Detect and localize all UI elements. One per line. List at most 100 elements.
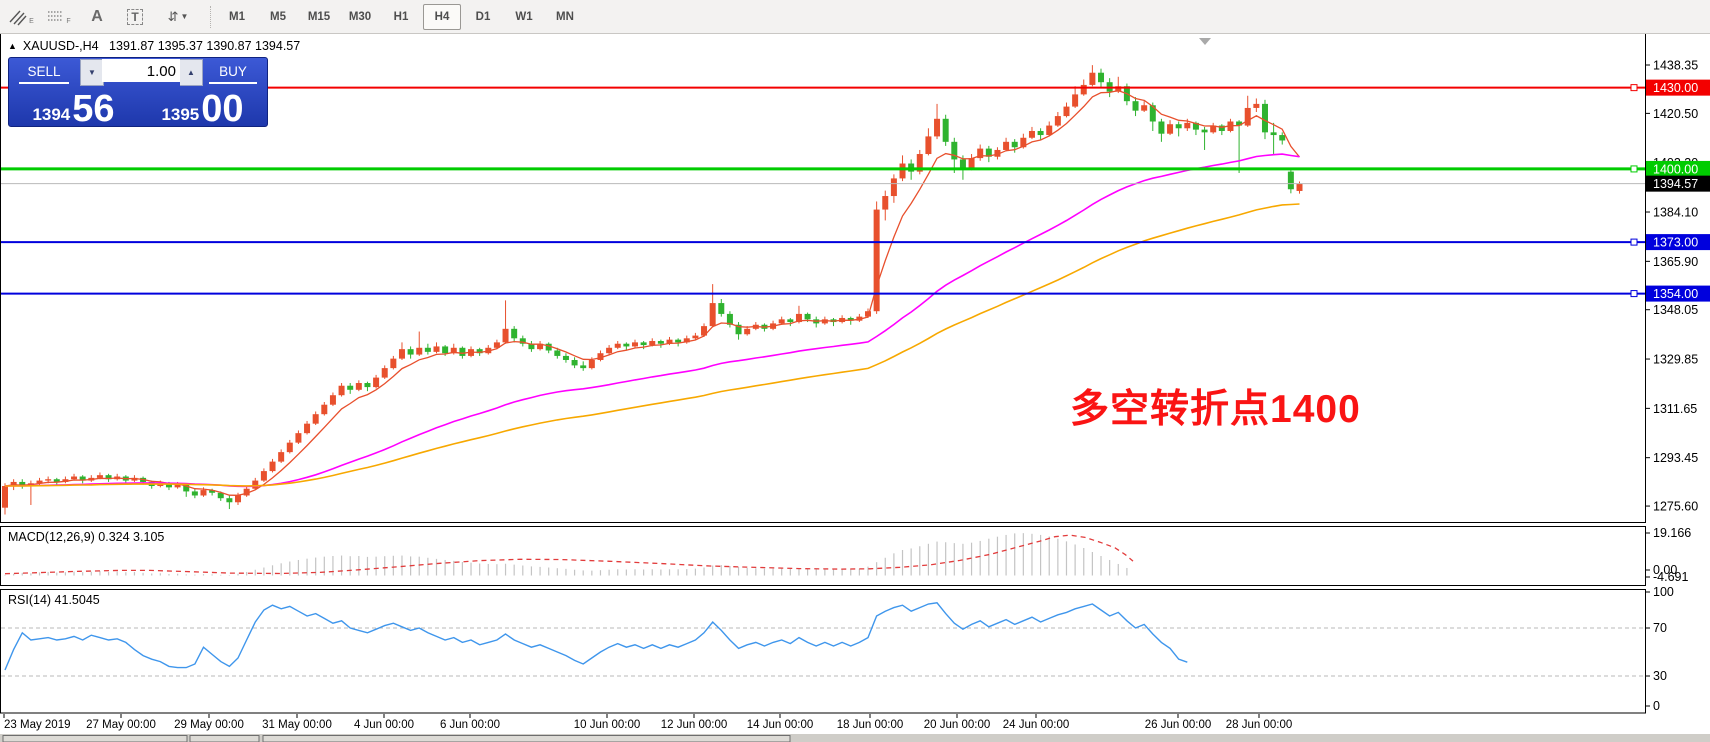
candle: [338, 383, 345, 397]
candle-body: [562, 355, 569, 360]
volume-decrease-button[interactable]: ▼: [80, 59, 104, 86]
candle: [424, 343, 431, 355]
level-drag-handle[interactable]: [1630, 84, 1638, 92]
level-drag-handle[interactable]: [1630, 238, 1638, 246]
candle-body: [329, 395, 336, 405]
buy-button[interactable]: BUY: [201, 58, 265, 85]
candle-body: [1236, 121, 1243, 126]
candle: [977, 144, 984, 161]
candle: [778, 316, 785, 325]
macd-axis-label: -4.691: [1653, 570, 1688, 584]
candle: [519, 335, 526, 347]
candle-body: [1003, 141, 1010, 150]
macd-signal-line: [4, 534, 1134, 575]
candle-body: [226, 498, 233, 503]
candle: [407, 346, 414, 359]
candle-body: [1020, 137, 1027, 148]
candle: [554, 347, 561, 359]
candle: [1201, 126, 1208, 150]
candle-body: [899, 163, 906, 179]
level-drag-handle[interactable]: [1630, 165, 1638, 173]
candle-body: [407, 349, 414, 355]
price-axis-label: 1275.60: [1653, 500, 1698, 514]
tf-button-W1[interactable]: W1: [515, 10, 533, 23]
candle-body: [744, 328, 751, 335]
candle-body: [821, 319, 828, 324]
buy-price-display[interactable]: 1395 00: [140, 87, 265, 128]
volume-increase-button[interactable]: ▲: [180, 59, 203, 86]
candle: [709, 284, 716, 328]
candle-body: [493, 342, 500, 348]
taskbar-segment[interactable]: [189, 735, 260, 742]
crosshair-channel-icon[interactable]: E: [4, 3, 38, 31]
candle-body: [795, 313, 802, 323]
toolbar-separator: [210, 5, 212, 28]
taskbar-segment[interactable]: [2, 735, 188, 742]
level-price-badge: [1646, 79, 1710, 96]
candle-body: [985, 148, 992, 157]
rsi-axis-label: 30: [1653, 669, 1667, 683]
tf-button-M30[interactable]: M30: [348, 10, 372, 23]
time-axis-label: 28 Jun 00:00: [1226, 719, 1293, 731]
candle-body: [71, 476, 78, 480]
text-label-icon[interactable]: T: [118, 3, 152, 31]
tf-button-M5[interactable]: M5: [270, 10, 286, 23]
symbol-collapse-arrow-icon[interactable]: ▲: [8, 41, 17, 51]
tf-button-D1[interactable]: D1: [475, 10, 491, 23]
candle: [1244, 95, 1251, 127]
volume-input[interactable]: [102, 59, 180, 82]
macd-axis-label: 0.00: [1653, 563, 1677, 577]
tf-button-M15[interactable]: M15: [307, 10, 331, 23]
top-toolbar: E F A T ⇵ ▼ M1 M5 M15 M30 H1 H4 D1 W1 MN: [0, 0, 1710, 34]
macd-axis-label: 19.166: [1653, 526, 1691, 540]
bottom-tab-strip: [0, 734, 1710, 742]
time-axis-label: 20 Jun 00:00: [924, 719, 991, 731]
candle-body: [416, 347, 423, 355]
candle-body: [96, 475, 103, 478]
chart-shift-marker-icon[interactable]: [1199, 38, 1211, 45]
candle: [1253, 98, 1260, 113]
sell-price-small: 1394: [32, 105, 71, 124]
candle-body: [165, 483, 172, 488]
sell-price-big: 56: [72, 87, 115, 130]
time-axis-label: 12 Jun 00:00: [661, 719, 728, 731]
tf-button-H4[interactable]: H4: [423, 3, 461, 30]
level-drag-handle[interactable]: [1630, 290, 1638, 298]
candle: [1261, 99, 1268, 140]
candle: [312, 411, 319, 426]
chart-annotation-text[interactable]: 多空转折点1400: [1070, 388, 1361, 431]
arrows-icon[interactable]: ⇵ ▼: [156, 3, 200, 31]
candle-body: [709, 303, 716, 327]
candle-body: [450, 347, 457, 354]
fibonacci-grid-icon[interactable]: F: [42, 3, 76, 31]
candle-body: [200, 490, 207, 496]
channel-sub-label: E: [29, 17, 34, 25]
candle: [226, 495, 233, 510]
sell-price-display[interactable]: 1394 56: [11, 87, 136, 128]
candle: [657, 339, 664, 348]
candle: [1132, 97, 1139, 117]
candle: [243, 486, 250, 497]
candle: [364, 381, 371, 392]
candle-body: [1175, 124, 1182, 129]
candle-body: [554, 350, 561, 356]
ma-slow-line: [4, 203, 1300, 487]
candle-body: [1072, 94, 1079, 107]
candle: [1167, 120, 1174, 136]
candle: [1141, 101, 1148, 113]
candle-body: [36, 480, 43, 484]
candle: [735, 322, 742, 340]
candle: [882, 190, 889, 221]
candle: [934, 103, 941, 140]
tf-button-MN[interactable]: MN: [556, 10, 574, 23]
sell-button[interactable]: SELL: [11, 58, 77, 85]
time-axis-label: 14 Jun 00:00: [747, 719, 814, 731]
candle: [545, 342, 552, 354]
taskbar-segment[interactable]: [262, 735, 791, 742]
tf-button-M1[interactable]: M1: [229, 10, 245, 23]
candle-body: [278, 452, 285, 462]
candle-body: [675, 339, 682, 343]
text-a-icon[interactable]: A: [91, 7, 103, 25]
tf-button-H1[interactable]: H1: [393, 10, 409, 23]
